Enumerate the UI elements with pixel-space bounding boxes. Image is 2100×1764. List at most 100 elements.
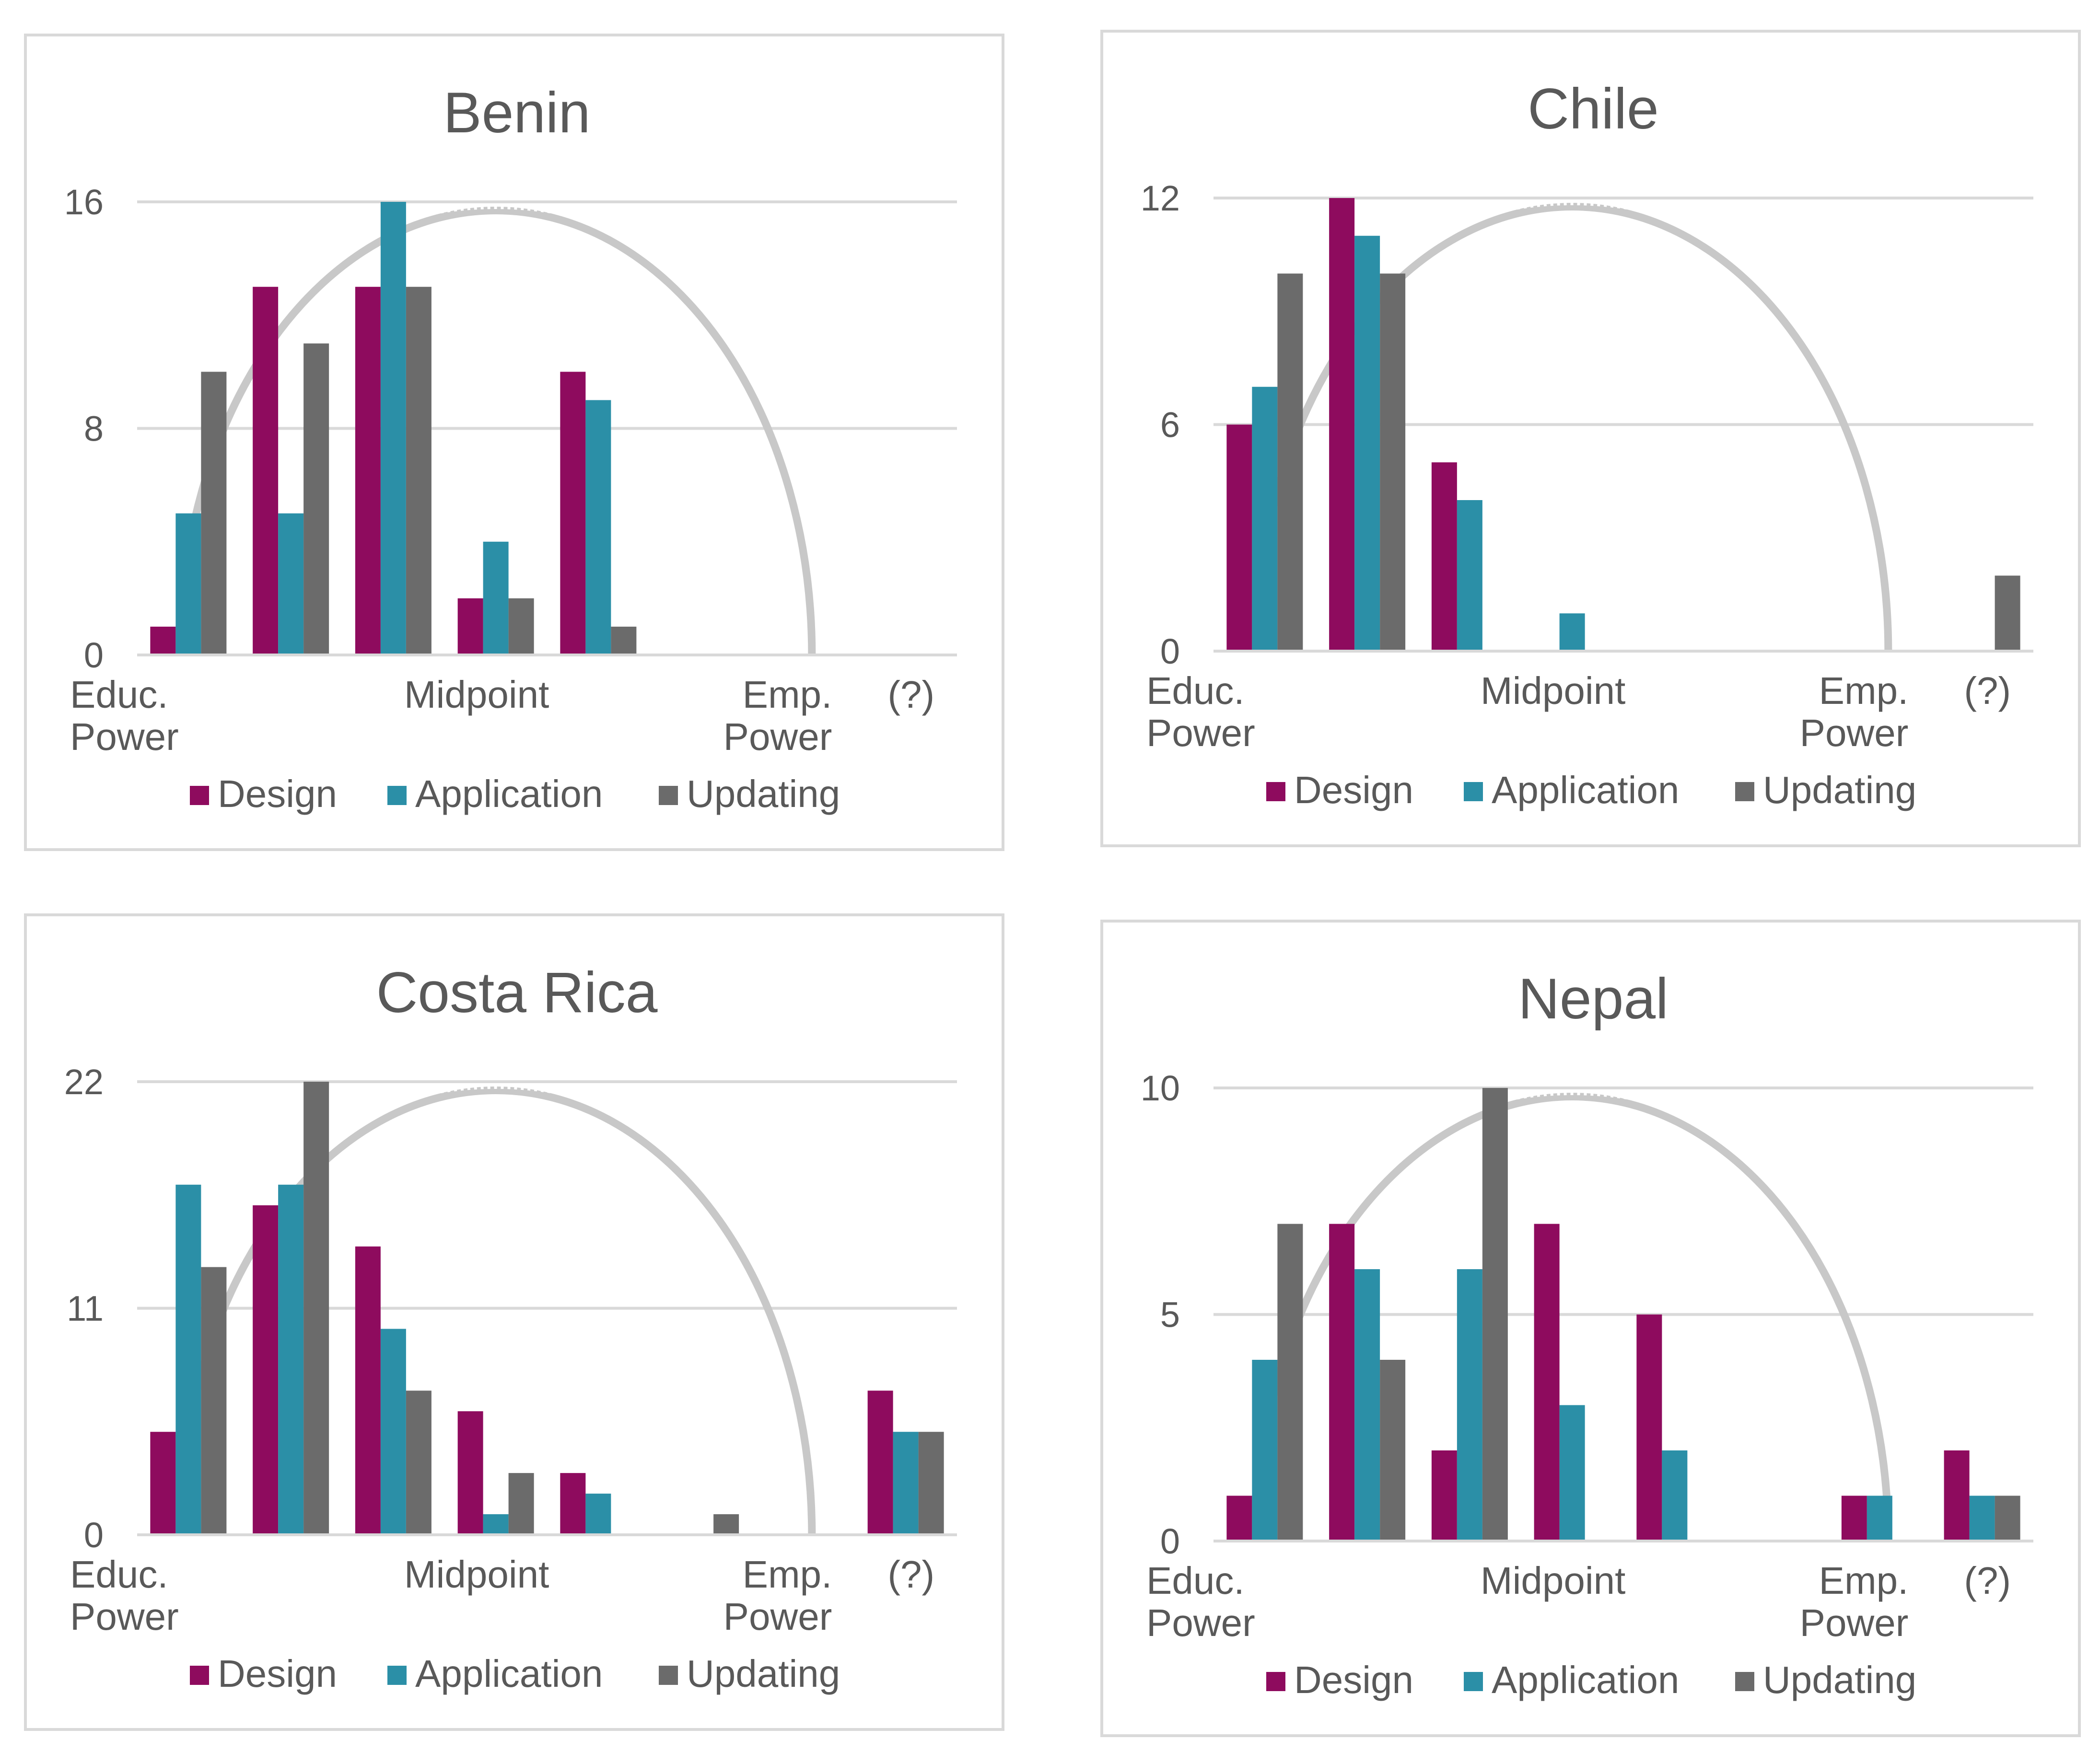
bar-application-1 bbox=[1252, 1360, 1277, 1541]
bar-application-4 bbox=[483, 1514, 509, 1535]
bar-updating-1 bbox=[201, 1267, 226, 1535]
bar-application-4 bbox=[1560, 1405, 1585, 1542]
bar-design-1 bbox=[1226, 1496, 1252, 1542]
legend-swatch-application bbox=[1464, 1672, 1483, 1691]
x-axis-label: Midpoint bbox=[1481, 1559, 1625, 1602]
legend-swatch-design bbox=[1266, 1672, 1285, 1691]
bar-design-3 bbox=[1432, 1450, 1457, 1541]
legend-swatch-application bbox=[387, 1666, 407, 1685]
y-tick-label: 16 bbox=[64, 182, 104, 222]
legend-swatch-updating bbox=[1735, 782, 1754, 801]
x-axis-label: Educ. Power bbox=[70, 1553, 179, 1638]
x-axis-label: (?) bbox=[887, 1553, 934, 1596]
bar-application-2 bbox=[1354, 236, 1380, 651]
bar-application-3 bbox=[381, 202, 406, 655]
bar-design-2 bbox=[1329, 1224, 1354, 1542]
bar-design-1 bbox=[150, 627, 175, 655]
bar-application-3 bbox=[381, 1329, 406, 1535]
bar-design-2 bbox=[253, 287, 278, 655]
bar-updating-5 bbox=[611, 627, 636, 655]
x-axis-label: Emp. Power bbox=[723, 1553, 832, 1638]
legend-swatch-design bbox=[190, 1666, 209, 1685]
bar-design-1 bbox=[1226, 425, 1252, 652]
bar-application-1 bbox=[175, 514, 201, 655]
bar-design-7 bbox=[1842, 1496, 1867, 1542]
chart-panel-benin: Benin 0 8 16 Educ. Power Midpoint Emp. Power (?) D… bbox=[24, 34, 1004, 851]
x-axis-label: Educ. Power bbox=[1146, 669, 1255, 754]
y-tick-label: 0 bbox=[84, 635, 104, 675]
x-axis-label: Educ. Power bbox=[1146, 1559, 1255, 1644]
legend-label-updating: Updating bbox=[687, 1652, 840, 1695]
legend-label-design: Design bbox=[218, 1652, 337, 1695]
bar-design-5 bbox=[1636, 1315, 1662, 1542]
legend-swatch-design bbox=[190, 786, 209, 805]
bar-updating-8 bbox=[919, 1432, 944, 1535]
bar-updating-2 bbox=[1380, 1360, 1405, 1541]
bar-application-5 bbox=[585, 1494, 611, 1535]
chart-panel-chile: Chile 0 6 12 Educ. Power Midpoint Emp. Power (?) D… bbox=[1100, 30, 2081, 847]
bar-design-5 bbox=[560, 1473, 585, 1535]
bar-design-1 bbox=[150, 1432, 175, 1535]
y-tick-label: 0 bbox=[1160, 631, 1180, 671]
bar-application-8 bbox=[893, 1432, 919, 1535]
bar-design-3 bbox=[355, 1247, 381, 1535]
bar-design-8 bbox=[1944, 1450, 1970, 1541]
bar-updating-2 bbox=[303, 343, 329, 655]
legend-label-application: Application bbox=[1492, 1659, 1679, 1701]
chart-costa-rica: Costa Rica01122Educ. PowerMidpoint Emp. Pow… bbox=[27, 916, 1007, 1734]
legend-swatch-updating bbox=[1735, 1672, 1754, 1691]
y-tick-label: 6 bbox=[1160, 405, 1180, 445]
bar-application-4 bbox=[1560, 613, 1585, 651]
chart-panel-nepal: Nepal 0 5 10 Educ. Power Midpoint Emp. Power (?) D… bbox=[1100, 920, 2081, 1737]
legend-swatch-updating bbox=[659, 1666, 678, 1685]
bar-design-4 bbox=[1534, 1224, 1560, 1542]
bar-updating-6 bbox=[713, 1514, 739, 1535]
chart-panel-costa-rica: Costa Rica 0 11 22 Educ. Power Midpoint Emp. Pow… bbox=[24, 913, 1004, 1731]
y-tick-label: 22 bbox=[64, 1062, 104, 1102]
bar-application-7 bbox=[1867, 1496, 1892, 1542]
legend-label-application: Application bbox=[415, 772, 603, 815]
chart-title: Benin bbox=[443, 81, 591, 145]
x-axis-label: Midpoint bbox=[404, 673, 549, 716]
bar-design-4 bbox=[458, 598, 483, 655]
bar-application-5 bbox=[1662, 1450, 1687, 1541]
bar-application-8 bbox=[1970, 1496, 1995, 1542]
legend-swatch-application bbox=[1464, 782, 1483, 801]
x-axis-label: Midpoint bbox=[1481, 669, 1625, 712]
x-axis-label: Emp. Power bbox=[1800, 1559, 1909, 1644]
legend-label-updating: Updating bbox=[1763, 769, 1916, 811]
bar-design-8 bbox=[868, 1390, 893, 1535]
bar-updating-8 bbox=[1995, 576, 2020, 652]
y-tick-label: 0 bbox=[1160, 1521, 1180, 1561]
bar-design-2 bbox=[1329, 198, 1354, 651]
y-tick-label: 10 bbox=[1141, 1068, 1180, 1108]
bar-application-4 bbox=[483, 542, 509, 655]
bar-application-2 bbox=[278, 1185, 303, 1535]
bar-application-1 bbox=[175, 1185, 201, 1535]
bar-updating-3 bbox=[406, 287, 432, 655]
legend-swatch-design bbox=[1266, 782, 1285, 801]
bar-application-3 bbox=[1457, 1269, 1482, 1541]
legend-swatch-application bbox=[387, 786, 407, 805]
legend-label-updating: Updating bbox=[1763, 1659, 1916, 1701]
bar-updating-4 bbox=[509, 1473, 534, 1535]
x-axis-label: Midpoint bbox=[404, 1553, 549, 1596]
bar-design-2 bbox=[253, 1205, 278, 1535]
bar-design-5 bbox=[560, 372, 585, 655]
x-axis-label: Educ. Power bbox=[70, 673, 179, 758]
x-axis-label: (?) bbox=[887, 673, 934, 716]
legend-label-design: Design bbox=[218, 772, 337, 815]
x-axis-label: Emp. Power bbox=[1800, 669, 1909, 754]
bar-updating-2 bbox=[1380, 274, 1405, 652]
bar-design-3 bbox=[355, 287, 381, 655]
bar-updating-3 bbox=[1482, 1088, 1508, 1541]
chart-nepal: Nepal0510Educ. PowerMidpoint Emp. Power(?)D… bbox=[1103, 923, 2084, 1740]
chart-benin: Benin 0 8 16 Educ. Power Midpoint Emp. Power (?) D… bbox=[27, 36, 1007, 854]
legend-label-application: Application bbox=[415, 1652, 603, 1695]
y-tick-label: 8 bbox=[84, 409, 104, 449]
bar-updating-1 bbox=[201, 372, 226, 655]
bar-updating-8 bbox=[1995, 1496, 2020, 1542]
chart-title: Nepal bbox=[1518, 967, 1668, 1031]
bar-design-3 bbox=[1432, 462, 1457, 651]
x-axis-label: (?) bbox=[1964, 1559, 2011, 1602]
